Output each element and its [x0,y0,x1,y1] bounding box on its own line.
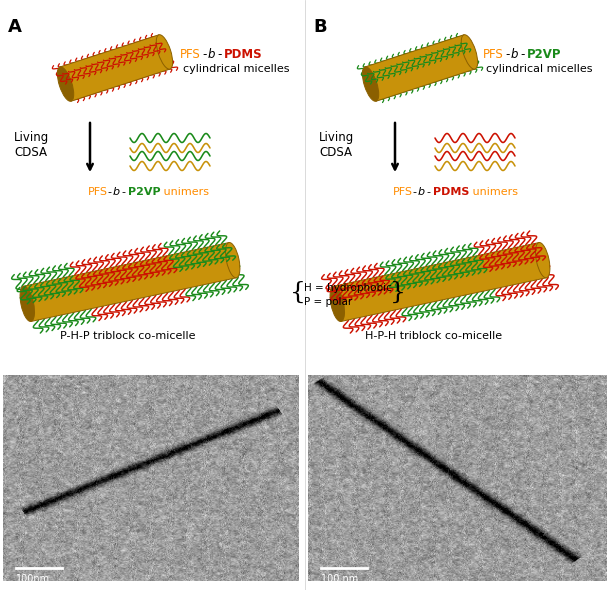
Ellipse shape [536,242,550,278]
Text: }: } [390,280,406,303]
Ellipse shape [461,35,478,69]
Ellipse shape [57,67,74,101]
Text: PFS: PFS [483,48,504,61]
Text: unimers: unimers [160,187,209,197]
Text: H-P-H triblock co-micelle: H-P-H triblock co-micelle [365,331,502,341]
Text: {: { [290,280,306,303]
Text: -: - [426,187,430,197]
Polygon shape [365,35,475,101]
Text: -: - [217,48,221,61]
Text: b: b [418,187,425,197]
Ellipse shape [362,67,379,101]
Text: PFS: PFS [393,187,413,197]
Text: H = hydrophobic: H = hydrophobic [304,283,392,293]
Ellipse shape [226,242,240,278]
Text: 100nm: 100nm [16,574,51,584]
Text: A: A [8,18,22,36]
Text: -: - [202,48,206,61]
Text: -: - [107,187,111,197]
Text: -: - [412,187,416,197]
Text: -: - [121,187,125,197]
Ellipse shape [20,286,35,322]
Text: -: - [520,48,525,61]
Polygon shape [334,242,547,322]
Text: B: B [313,18,326,36]
Polygon shape [60,35,170,101]
Text: PDMS: PDMS [224,48,263,61]
Ellipse shape [330,286,345,322]
Text: -: - [505,48,509,61]
Text: P2VP: P2VP [128,187,160,197]
Text: b: b [113,187,120,197]
Text: b: b [511,48,518,61]
Text: cylindrical micelles: cylindrical micelles [183,64,290,74]
Text: Living
CDSA: Living CDSA [14,131,49,159]
Text: P-H-P triblock co-micelle: P-H-P triblock co-micelle [60,331,195,341]
Ellipse shape [156,35,173,69]
Text: PFS: PFS [88,187,108,197]
Polygon shape [24,242,237,322]
Text: Living
CDSA: Living CDSA [319,131,354,159]
Text: P2VP: P2VP [527,48,561,61]
Text: PFS: PFS [180,48,201,61]
Text: unimers: unimers [469,187,518,197]
Text: 100 nm: 100 nm [321,574,359,584]
Text: PDMS: PDMS [433,187,469,197]
Text: cylindrical micelles: cylindrical micelles [486,64,592,74]
Text: b: b [208,48,215,61]
Text: P = polar: P = polar [304,297,352,307]
